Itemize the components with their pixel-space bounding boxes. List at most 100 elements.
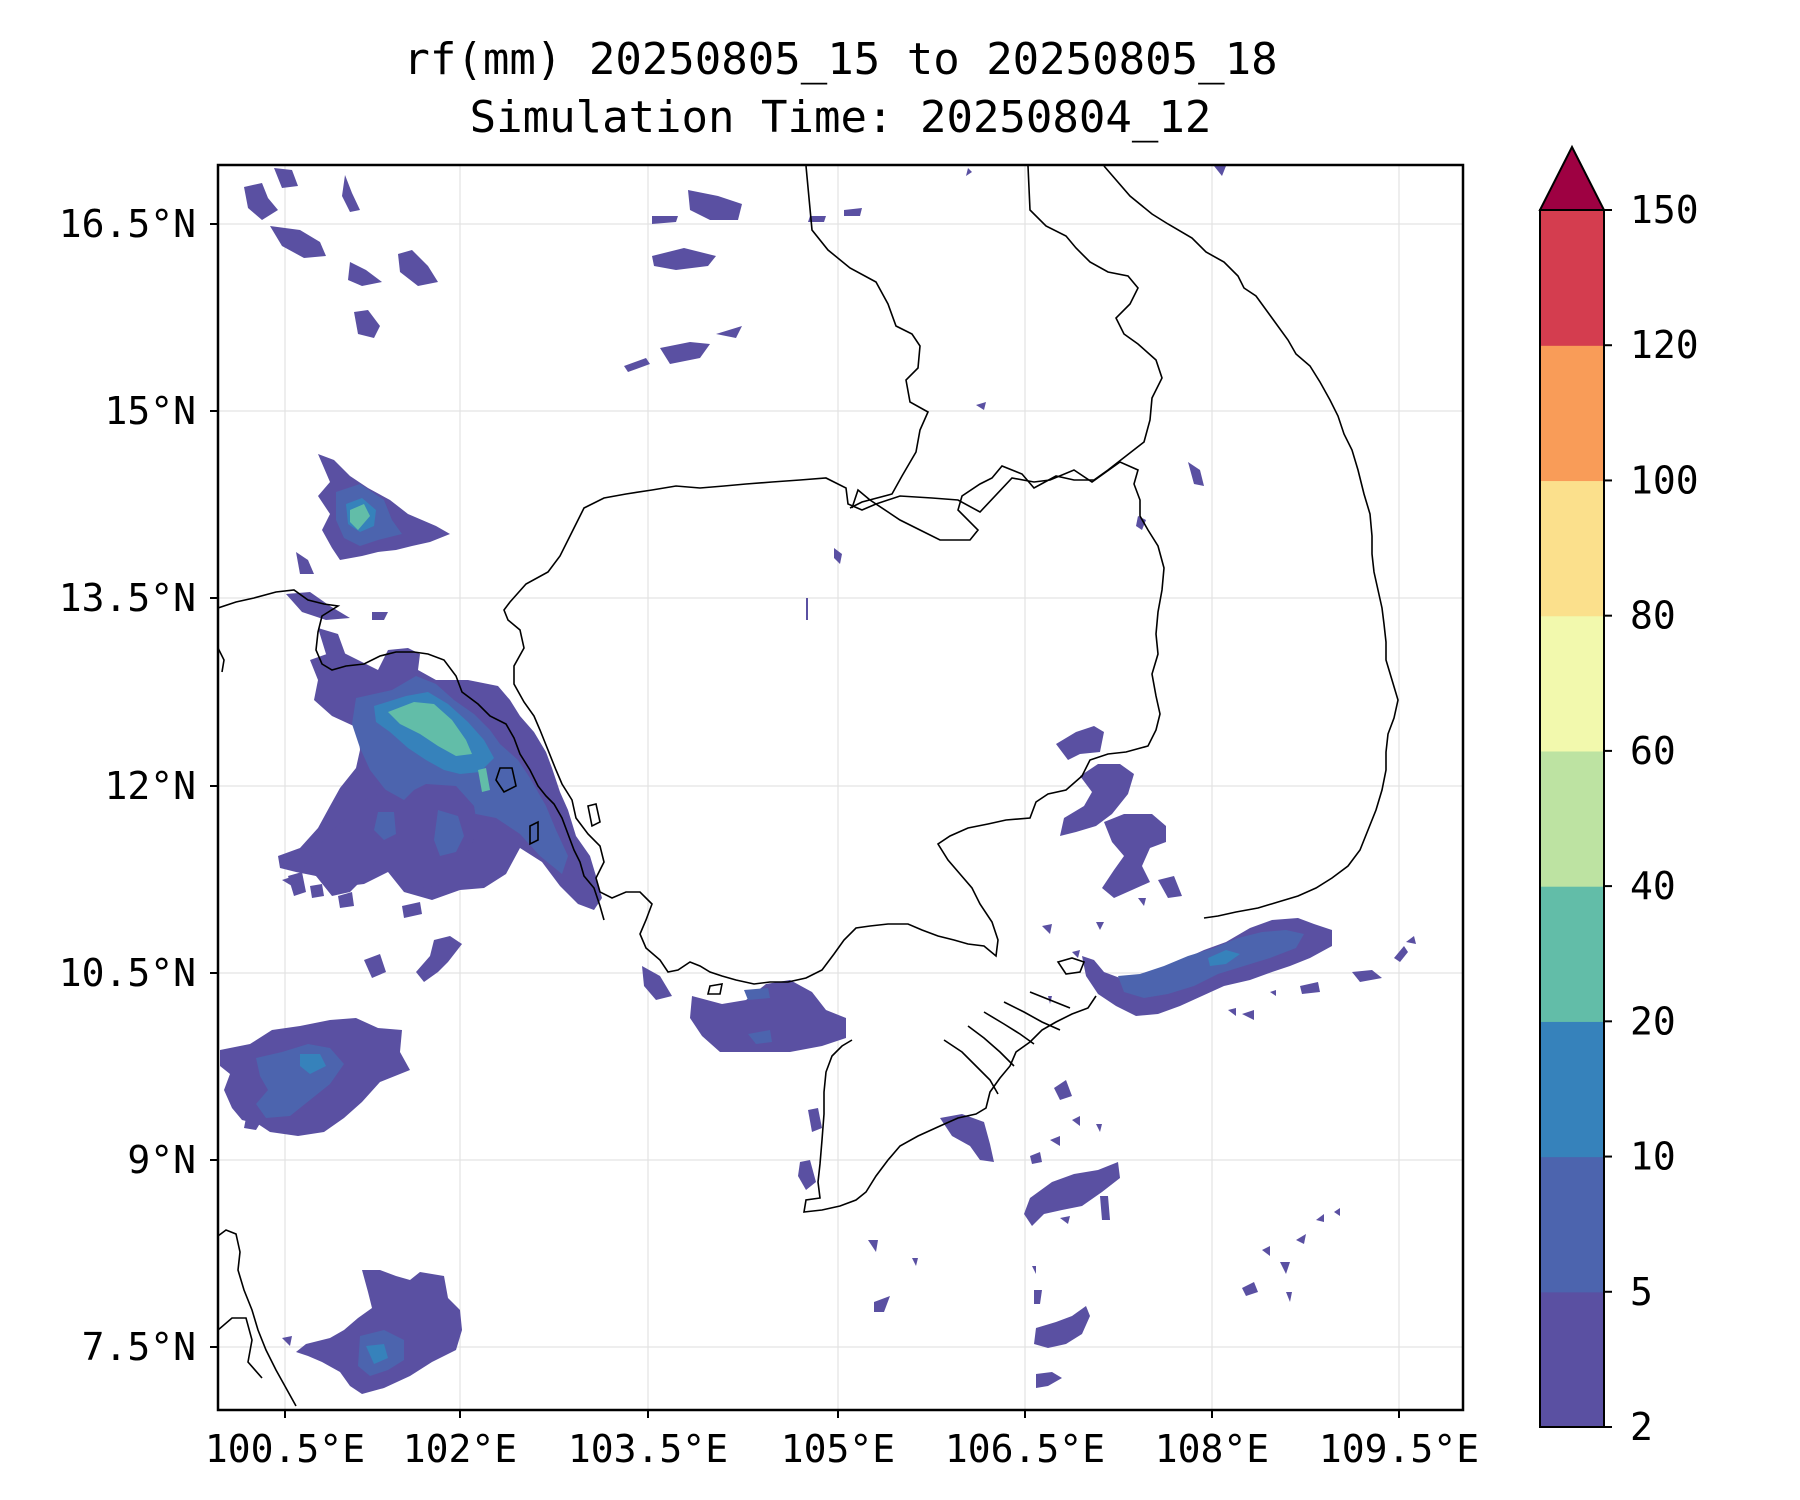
rain-cell bbox=[1158, 876, 1182, 898]
lon-tick-label: 109.5°E bbox=[1319, 1427, 1479, 1471]
rain-cell bbox=[1136, 516, 1146, 530]
rain-cell bbox=[1228, 1008, 1236, 1016]
colorbar-tick-label: 100 bbox=[1630, 458, 1699, 502]
rain-cell bbox=[338, 892, 354, 908]
rain-cell bbox=[1034, 1306, 1090, 1348]
rain-cell bbox=[868, 1240, 878, 1252]
colorbar-segment bbox=[1540, 615, 1604, 752]
rain-cell bbox=[1188, 462, 1204, 486]
colorbar-extend-arrow bbox=[1538, 144, 1606, 211]
rain-cell bbox=[874, 1296, 890, 1312]
rain-cell bbox=[642, 966, 672, 1000]
lat-tick-label: 16.5°N bbox=[59, 202, 196, 246]
rain-cell bbox=[1096, 1124, 1102, 1132]
rain-cell bbox=[1072, 1116, 1080, 1126]
rain-cell bbox=[834, 548, 842, 564]
lon-tick-label: 100.5°E bbox=[205, 1427, 365, 1471]
rain-cell bbox=[1262, 1246, 1270, 1256]
rain-cell bbox=[688, 190, 742, 220]
colorbar-tick-label: 5 bbox=[1630, 1270, 1653, 1314]
rain-cell bbox=[744, 988, 770, 1000]
rain-cell bbox=[244, 183, 278, 220]
lon-tick-label: 108°E bbox=[1155, 1427, 1269, 1471]
rain-cell bbox=[242, 1118, 252, 1124]
lon-tick-label: 103.5°E bbox=[568, 1427, 728, 1471]
lat-tick-label: 7.5°N bbox=[82, 1325, 196, 1369]
colorbar-tick-label: 80 bbox=[1630, 594, 1676, 638]
rain-cell bbox=[1270, 990, 1276, 996]
colorbar-tick-label: 120 bbox=[1630, 323, 1699, 367]
rain-cell bbox=[1406, 936, 1416, 944]
rain-cell bbox=[798, 1160, 816, 1190]
lon-tick-label: 102°E bbox=[403, 1427, 517, 1471]
rain-cell bbox=[806, 598, 808, 620]
rain-cell bbox=[690, 980, 846, 1052]
rain-cell bbox=[624, 358, 650, 372]
rain-cell bbox=[1030, 1152, 1042, 1164]
rain-cell bbox=[940, 1114, 994, 1162]
rain-cell bbox=[966, 168, 972, 176]
rain-cell bbox=[1056, 726, 1104, 760]
rain-cell bbox=[912, 1258, 918, 1266]
colorbar-segment bbox=[1540, 886, 1604, 1022]
colorbar-tick-label: 40 bbox=[1630, 864, 1676, 908]
rain-cell bbox=[388, 702, 472, 756]
rain-cell bbox=[286, 592, 350, 620]
rain-cell bbox=[296, 552, 314, 574]
rain-cell bbox=[1208, 950, 1240, 966]
rain-cell bbox=[1060, 1216, 1070, 1224]
rain-cell bbox=[976, 402, 986, 410]
rain-cell bbox=[354, 310, 380, 338]
map-frame bbox=[216, 163, 1465, 1412]
rain-cell bbox=[1102, 814, 1166, 898]
rain-cell bbox=[1242, 1282, 1258, 1296]
rain-cell bbox=[1334, 1208, 1340, 1216]
rain-cell bbox=[1300, 982, 1320, 994]
rain-cell bbox=[274, 168, 298, 188]
rain-cell bbox=[366, 1344, 388, 1364]
colorbar-segment bbox=[1540, 210, 1604, 346]
rain-cell bbox=[374, 812, 396, 840]
rain-cell bbox=[1138, 898, 1146, 906]
coastline-and-borders bbox=[218, 165, 1399, 1407]
lat-tick-label: 12°N bbox=[104, 764, 196, 808]
map-title-line-2: Simulation Time: 20250804_12 bbox=[469, 92, 1212, 143]
rain-cell bbox=[1296, 1234, 1306, 1244]
rain-cell bbox=[808, 1108, 822, 1132]
rain-cell bbox=[1352, 970, 1382, 982]
rain-cell bbox=[402, 902, 422, 918]
lat-tick-label: 9°N bbox=[127, 1138, 196, 1182]
rain-cell bbox=[364, 954, 386, 978]
rain-cell bbox=[1280, 1262, 1290, 1274]
rain-cell bbox=[660, 342, 710, 364]
rain-cell bbox=[1032, 1266, 1036, 1274]
rain-cell bbox=[844, 208, 862, 216]
colorbar-frame bbox=[1539, 209, 1605, 1428]
rain-cell bbox=[282, 876, 294, 886]
rain-cell bbox=[372, 612, 388, 620]
rain-cell bbox=[1050, 1136, 1060, 1146]
colorbar-segment bbox=[1540, 1156, 1604, 1293]
colorbar-segment bbox=[1540, 1021, 1604, 1158]
colorbar-segment bbox=[1540, 345, 1604, 482]
rain-cell bbox=[398, 250, 438, 286]
colorbar-tick-label: 10 bbox=[1630, 1135, 1676, 1179]
rain-cell bbox=[416, 936, 462, 982]
lon-tick-label: 105°E bbox=[781, 1427, 895, 1471]
rain-cell bbox=[1034, 1290, 1042, 1304]
rain-cell bbox=[808, 216, 826, 222]
lat-tick-label: 15°N bbox=[104, 389, 196, 433]
rain-cell bbox=[1024, 1162, 1120, 1226]
lat-tick-label: 10.5°N bbox=[59, 951, 196, 995]
rain-cell bbox=[1060, 764, 1134, 836]
colorbar-segment bbox=[1540, 1291, 1604, 1428]
rain-cell bbox=[1054, 1080, 1072, 1100]
rain-cell bbox=[310, 884, 324, 898]
rain-cell bbox=[342, 175, 360, 212]
rain-cell bbox=[1072, 950, 1080, 958]
rain-cell bbox=[478, 768, 490, 792]
rain-cell bbox=[652, 248, 716, 270]
rainfall-contours bbox=[220, 166, 1416, 1394]
longitude-axis: 100.5°E 102°E 103.5°E 105°E 106.5°E 108°E 109.… bbox=[205, 1410, 1479, 1471]
